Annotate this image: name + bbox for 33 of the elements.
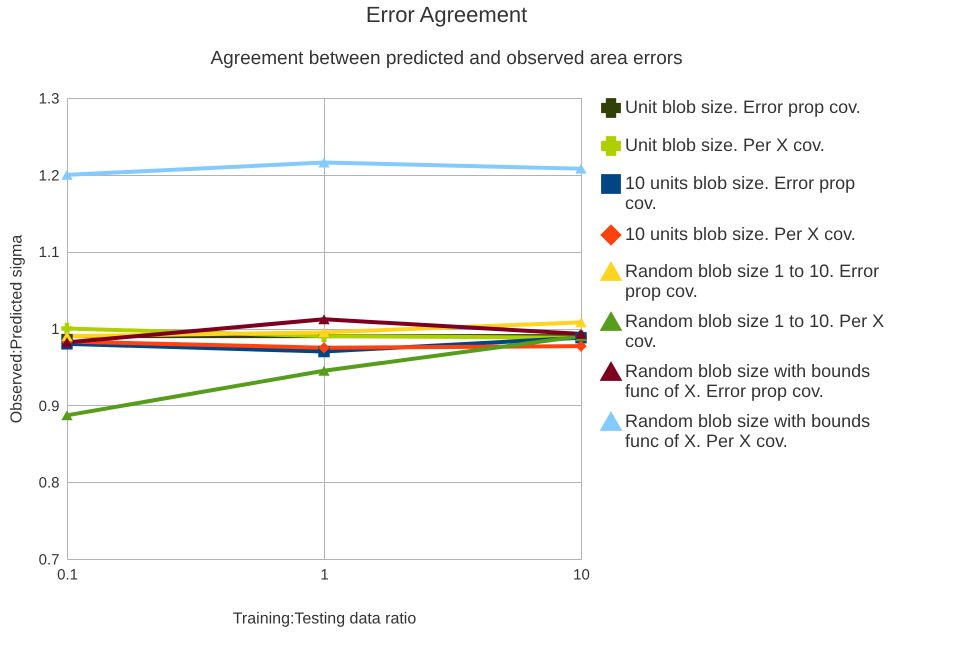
- y-tick-label: 0.9: [38, 398, 60, 415]
- y-tick-label: 1: [51, 321, 60, 338]
- y-tick-label: 0.7: [38, 552, 60, 568]
- point: [61, 170, 73, 180]
- x-tick-label: 10: [573, 566, 590, 584]
- legend-label: Random blob size 1 to 10. Per X cov.: [625, 311, 884, 351]
- chart-subtitle: Agreement between predicted and observed area errors: [210, 48, 683, 69]
- point: [318, 366, 330, 376]
- legend-label: 10 units blob size. Per X cov.: [625, 224, 856, 244]
- point: [61, 322, 73, 334]
- x-axis-title: Training:Testing data ratio: [232, 610, 416, 628]
- x-tick-label: 1: [320, 566, 329, 584]
- y-tick-label: 1.3: [38, 90, 60, 108]
- x-tick-label: 0.1: [57, 566, 78, 584]
- legend-label: Unit blob size. Per X cov.: [625, 135, 825, 155]
- point: [575, 164, 587, 174]
- point: [61, 410, 73, 420]
- chart-title: Error Agreement: [366, 2, 528, 27]
- y-tick-label: 1.1: [38, 244, 60, 262]
- y-axis-title: Observed:Predicted sigma: [8, 234, 26, 424]
- y-tick-label: 1.2: [38, 167, 60, 184]
- point: [318, 314, 330, 324]
- legend-label: Unit blob size. Error prop cov.: [625, 97, 861, 117]
- point: [575, 328, 587, 339]
- legend-label: Random blob size 1 to 10. Error prop cov.: [625, 261, 880, 301]
- point: [318, 327, 330, 338]
- point: [318, 342, 330, 354]
- y-tick-label: 0.8: [38, 474, 60, 492]
- legend-label: Random blob size with bounds func of X. Error prop cov.: [625, 361, 870, 401]
- point: [318, 158, 330, 168]
- point: [575, 317, 587, 328]
- legend-label: Random blob size with bounds func of X. Per X cov.: [625, 411, 870, 451]
- legend-label: 10 units blob size. Error prop cov.: [625, 173, 856, 213]
